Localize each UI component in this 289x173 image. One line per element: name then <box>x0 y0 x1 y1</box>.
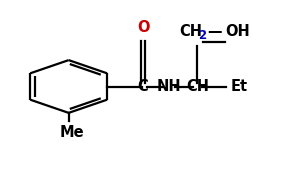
Text: NH: NH <box>157 79 181 94</box>
Text: C: C <box>138 79 149 94</box>
Text: Et: Et <box>230 79 247 94</box>
Text: —: — <box>208 24 222 39</box>
Text: CH: CH <box>186 79 209 94</box>
Text: 2: 2 <box>199 29 207 42</box>
Text: OH: OH <box>225 24 250 39</box>
Text: CH: CH <box>179 24 202 39</box>
Text: Me: Me <box>59 125 84 140</box>
Text: O: O <box>137 20 149 35</box>
